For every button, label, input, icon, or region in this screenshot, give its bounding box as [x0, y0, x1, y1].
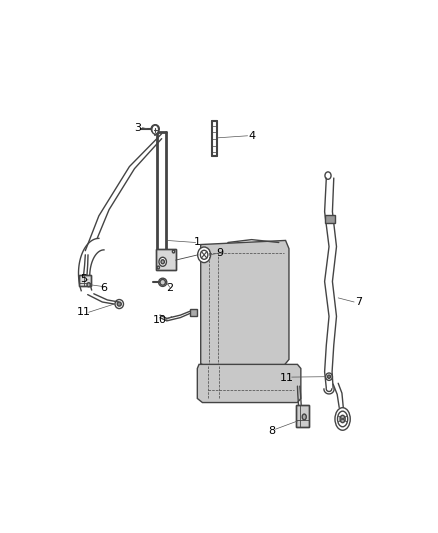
Text: 4: 4: [248, 131, 255, 141]
Bar: [190, 309, 197, 316]
Text: 11: 11: [77, 307, 91, 317]
Ellipse shape: [302, 414, 306, 420]
Polygon shape: [201, 240, 289, 368]
Bar: [79, 275, 92, 286]
Ellipse shape: [335, 408, 350, 430]
Bar: [296, 405, 309, 427]
Bar: [156, 249, 176, 270]
Bar: [296, 405, 309, 427]
Bar: [156, 249, 176, 270]
Ellipse shape: [117, 302, 121, 306]
Text: 2: 2: [166, 282, 174, 293]
Bar: [325, 215, 335, 223]
Polygon shape: [197, 365, 301, 402]
Text: 8: 8: [268, 426, 276, 437]
Text: 7: 7: [355, 297, 362, 307]
Ellipse shape: [328, 375, 331, 378]
Ellipse shape: [152, 126, 158, 132]
Text: 6: 6: [100, 282, 107, 293]
Ellipse shape: [161, 260, 164, 264]
Ellipse shape: [340, 415, 345, 423]
Ellipse shape: [325, 172, 331, 179]
Text: 1: 1: [194, 238, 201, 247]
Text: 10: 10: [153, 316, 167, 326]
Ellipse shape: [152, 125, 159, 134]
Bar: [79, 275, 92, 286]
Text: 3: 3: [134, 123, 141, 133]
Ellipse shape: [198, 247, 211, 263]
Ellipse shape: [87, 282, 90, 287]
Text: 5: 5: [80, 274, 87, 285]
Ellipse shape: [159, 257, 166, 266]
Ellipse shape: [160, 279, 166, 285]
Text: 11: 11: [280, 373, 294, 383]
Text: 9: 9: [216, 248, 223, 258]
